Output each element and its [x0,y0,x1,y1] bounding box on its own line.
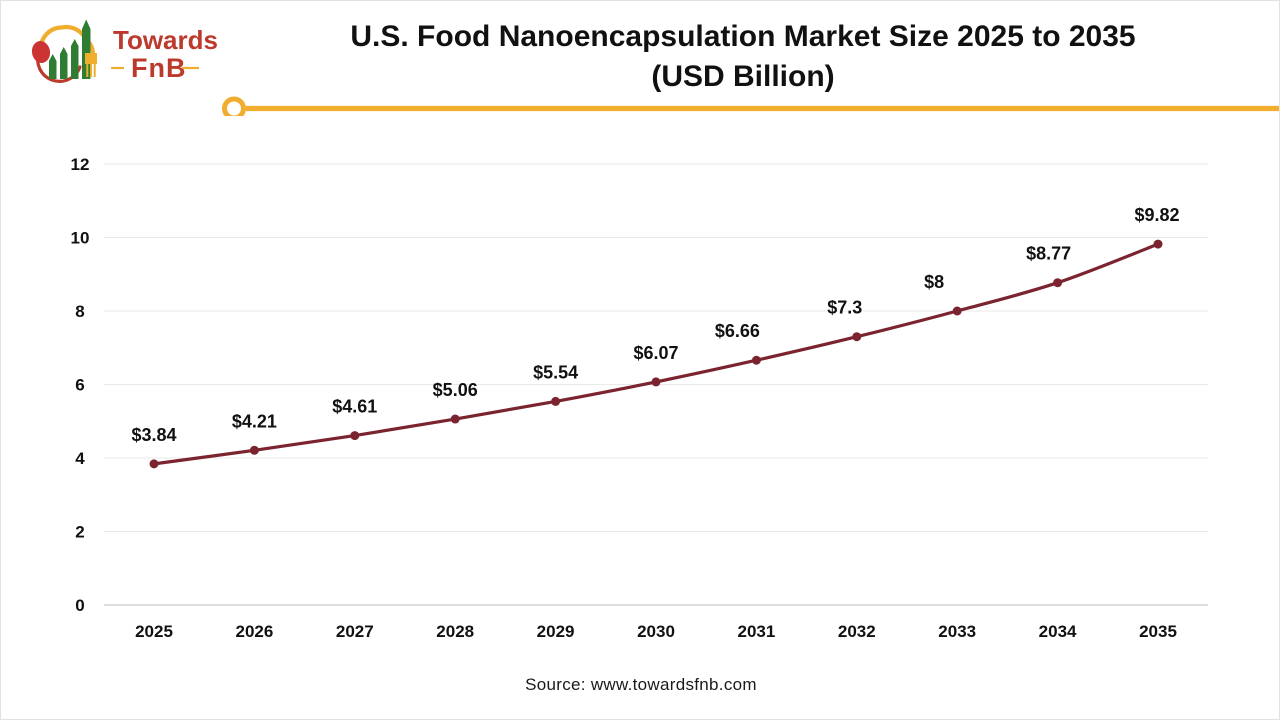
svg-text:10: 10 [71,229,90,248]
svg-text:2032: 2032 [838,622,876,641]
svg-text:$8.77: $8.77 [1026,244,1071,264]
svg-text:2: 2 [75,523,84,542]
svg-text:0: 0 [75,596,84,615]
svg-text:12: 12 [71,155,90,174]
svg-text:2028: 2028 [436,622,474,641]
svg-text:$6.66: $6.66 [715,321,760,341]
svg-text:$9.82: $9.82 [1134,205,1179,225]
svg-text:2027: 2027 [336,622,374,641]
svg-text:$4.21: $4.21 [232,411,277,431]
svg-text:$7.3: $7.3 [827,298,862,318]
svg-text:$3.84: $3.84 [131,425,176,445]
svg-text:4: 4 [75,449,85,468]
svg-text:2035: 2035 [1139,622,1177,641]
svg-text:Towards: Towards [113,25,218,55]
svg-text:6: 6 [75,376,84,395]
svg-text:$6.07: $6.07 [633,343,678,363]
svg-text:2031: 2031 [737,622,775,641]
svg-text:8: 8 [75,302,84,321]
svg-text:2033: 2033 [938,622,976,641]
svg-text:FnB: FnB [131,53,186,83]
svg-text:$8: $8 [924,272,944,292]
svg-text:2025: 2025 [135,622,173,641]
svg-text:2026: 2026 [235,622,273,641]
svg-text:$5.54: $5.54 [533,362,578,382]
svg-text:2030: 2030 [637,622,675,641]
svg-text:$4.61: $4.61 [332,397,377,417]
svg-text:$5.06: $5.06 [433,380,478,400]
svg-text:2029: 2029 [537,622,575,641]
svg-text:2034: 2034 [1039,622,1077,641]
